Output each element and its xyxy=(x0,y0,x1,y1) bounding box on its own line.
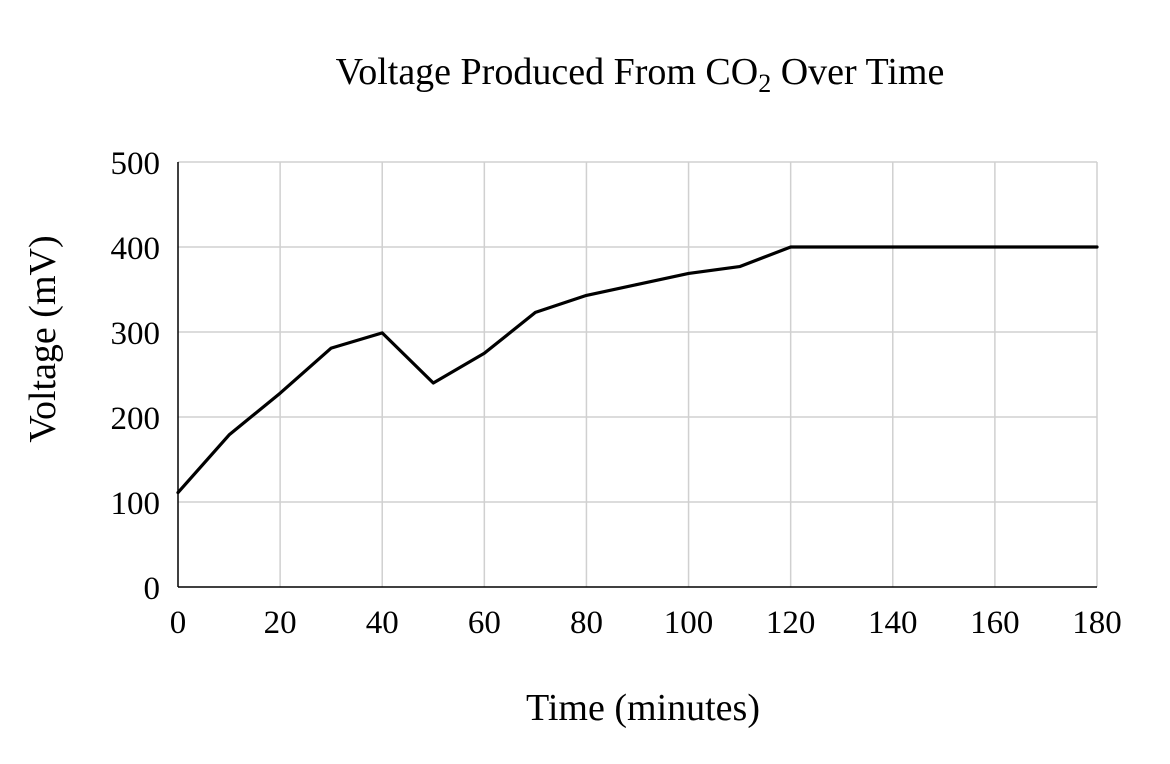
y-tick-label-400: 400 xyxy=(111,231,161,267)
x-tick-label-80: 80 xyxy=(570,605,603,641)
x-tick-label-180: 180 xyxy=(1072,605,1122,641)
x-axis-label: Time (minutes) xyxy=(526,687,760,729)
x-tick-label-0: 0 xyxy=(170,605,187,641)
x-tick-label-60: 60 xyxy=(468,605,501,641)
axes xyxy=(177,162,1097,588)
x-tick-label-40: 40 xyxy=(366,605,399,641)
series-line-0 xyxy=(176,245,1099,495)
chart-title-end: Over Time xyxy=(771,51,945,93)
x-tick-labels: 0 20 40 60 80 100 120 140 160 180 xyxy=(170,605,1122,641)
x-tick-label-20: 20 xyxy=(264,605,297,641)
x-tick-label-140: 140 xyxy=(868,605,918,641)
x-tick-label-100: 100 xyxy=(664,605,714,641)
chart-title-subscript: 2 xyxy=(758,69,772,98)
y-tick-label-0: 0 xyxy=(144,571,161,607)
chart-title: Voltage Produced From CO2 Over Time xyxy=(0,48,1170,98)
grid-lines xyxy=(178,161,1098,587)
y-tick-label-300: 300 xyxy=(111,316,161,352)
y-tick-label-100: 100 xyxy=(111,486,161,522)
y-tick-label-500: 500 xyxy=(111,146,161,182)
series xyxy=(176,245,1099,495)
y-tick-labels: 0 100 200 300 400 500 xyxy=(111,146,161,607)
x-tick-label-160: 160 xyxy=(970,605,1020,641)
x-tick-label-120: 120 xyxy=(766,605,816,641)
chart-title-main: Voltage Produced From CO xyxy=(335,51,759,93)
y-tick-label-200: 200 xyxy=(111,401,161,437)
y-axis-label: Voltage (mV) xyxy=(22,235,64,442)
